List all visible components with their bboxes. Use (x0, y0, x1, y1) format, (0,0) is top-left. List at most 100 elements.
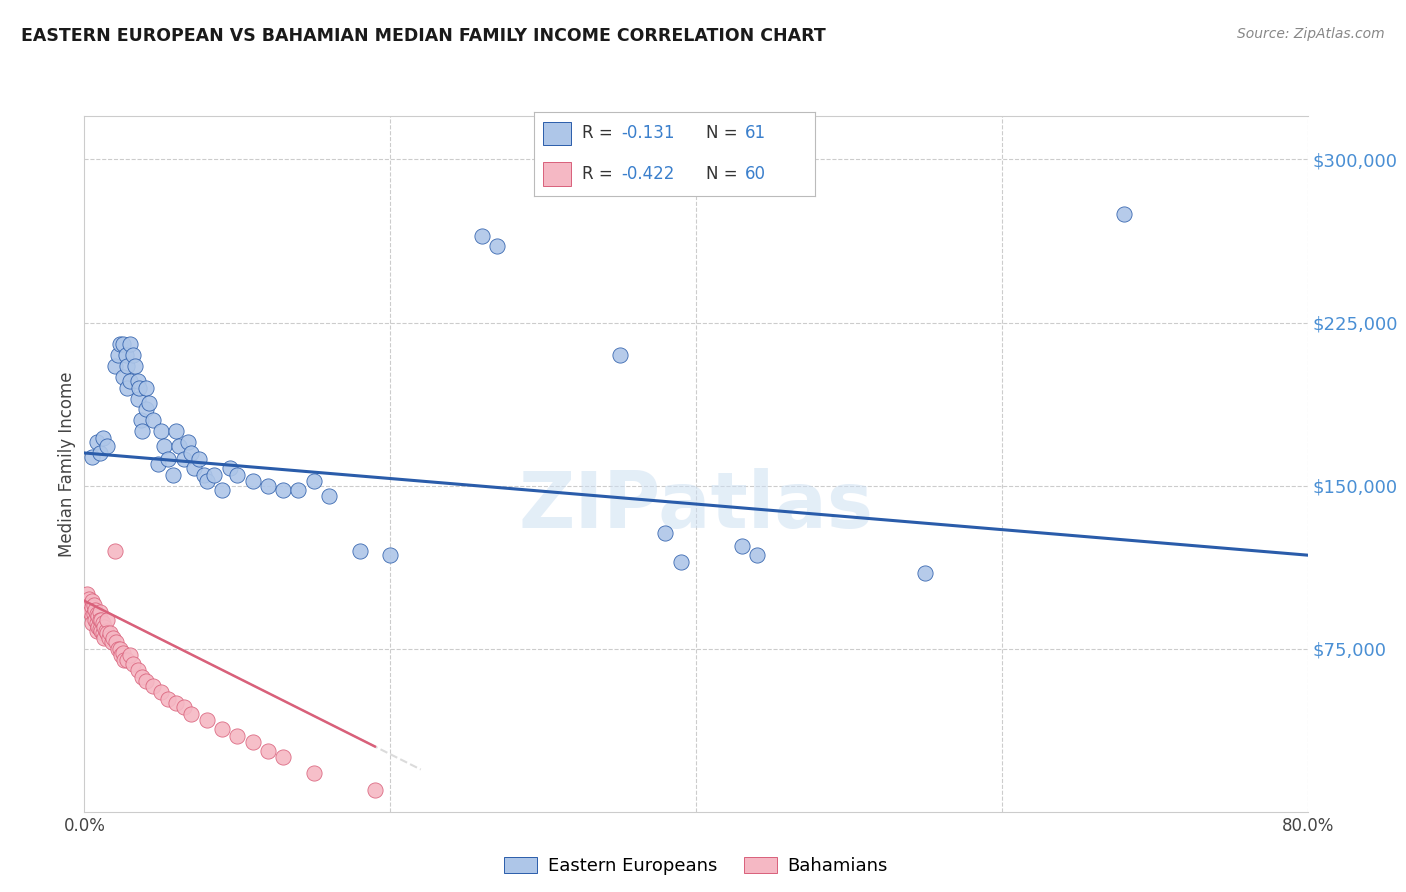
Point (84, 614, 107, 628)
Point (80, 609, 103, 624)
Point (654, 526, 676, 541)
Point (89, 622, 111, 636)
Point (105, 635, 128, 649)
Point (349, 544, 371, 558)
Point (120, 648, 142, 662)
Point (83, 598, 105, 612)
Point (96, 614, 118, 628)
Point (104, 544, 127, 558)
Point (747, 548, 769, 562)
Point (124, 359, 146, 373)
Point (108, 337, 131, 351)
Point (98, 626, 121, 640)
Point (180, 706, 202, 721)
Point (188, 452, 211, 467)
Point (183, 461, 205, 475)
Point (103, 631, 125, 645)
Point (77, 591, 100, 606)
Point (380, 548, 402, 562)
Point (471, 228, 494, 243)
Point (89, 605, 111, 619)
Point (90, 624, 112, 639)
Point (87, 609, 110, 624)
Point (115, 652, 138, 666)
Point (173, 700, 195, 714)
Legend: Eastern Europeans, Bahamians: Eastern Europeans, Bahamians (496, 850, 896, 883)
Point (87, 620, 110, 634)
Point (162, 467, 184, 482)
Point (120, 374, 142, 388)
Point (177, 435, 200, 450)
Point (83, 607, 105, 621)
Point (90, 614, 112, 628)
Point (135, 402, 157, 417)
Point (138, 396, 160, 410)
Point (86, 435, 108, 450)
Point (79, 605, 101, 619)
Point (257, 744, 280, 758)
Point (91, 615, 114, 630)
Point (86, 615, 108, 630)
Text: Source: ZipAtlas.com: Source: ZipAtlas.com (1237, 27, 1385, 41)
Text: -0.422: -0.422 (621, 165, 675, 183)
Point (111, 646, 134, 660)
Point (131, 670, 153, 684)
Point (97, 631, 120, 645)
Point (131, 424, 153, 438)
Point (115, 359, 138, 373)
Point (195, 475, 218, 489)
Point (173, 452, 195, 467)
Point (94, 624, 117, 639)
Point (107, 641, 129, 656)
Point (226, 729, 249, 743)
Point (257, 478, 280, 492)
Point (127, 392, 149, 406)
Point (731, 540, 754, 554)
Point (195, 714, 218, 728)
Point (84, 602, 107, 616)
Point (142, 413, 165, 427)
Point (127, 374, 149, 388)
Text: N =: N = (706, 124, 737, 142)
Text: R =: R = (582, 124, 613, 142)
Point (129, 413, 152, 427)
Point (101, 635, 124, 649)
Point (86, 624, 108, 639)
Point (271, 750, 294, 764)
Point (76, 587, 98, 601)
Point (242, 475, 264, 489)
Point (108, 641, 131, 656)
Point (318, 490, 340, 504)
Point (93, 631, 115, 645)
Point (287, 483, 309, 497)
Text: 60: 60 (745, 165, 766, 183)
Point (180, 446, 202, 460)
Point (107, 348, 129, 362)
Point (153, 440, 176, 454)
Point (211, 722, 233, 736)
FancyBboxPatch shape (543, 162, 571, 186)
Point (218, 461, 240, 475)
FancyBboxPatch shape (543, 121, 571, 145)
Point (146, 457, 169, 471)
Point (120, 337, 142, 351)
Point (302, 765, 325, 780)
Point (165, 696, 187, 710)
Point (91, 626, 114, 640)
Point (110, 648, 132, 662)
Point (93, 620, 115, 634)
Point (89, 614, 111, 628)
Point (242, 735, 264, 749)
Point (96, 440, 118, 454)
Point (486, 239, 509, 253)
Point (669, 555, 692, 569)
Point (122, 348, 145, 362)
Point (96, 626, 118, 640)
Point (91, 431, 114, 445)
Point (609, 348, 631, 362)
Point (80, 594, 103, 608)
Point (167, 440, 190, 454)
Point (128, 381, 150, 395)
Point (112, 652, 135, 666)
Point (149, 685, 172, 699)
